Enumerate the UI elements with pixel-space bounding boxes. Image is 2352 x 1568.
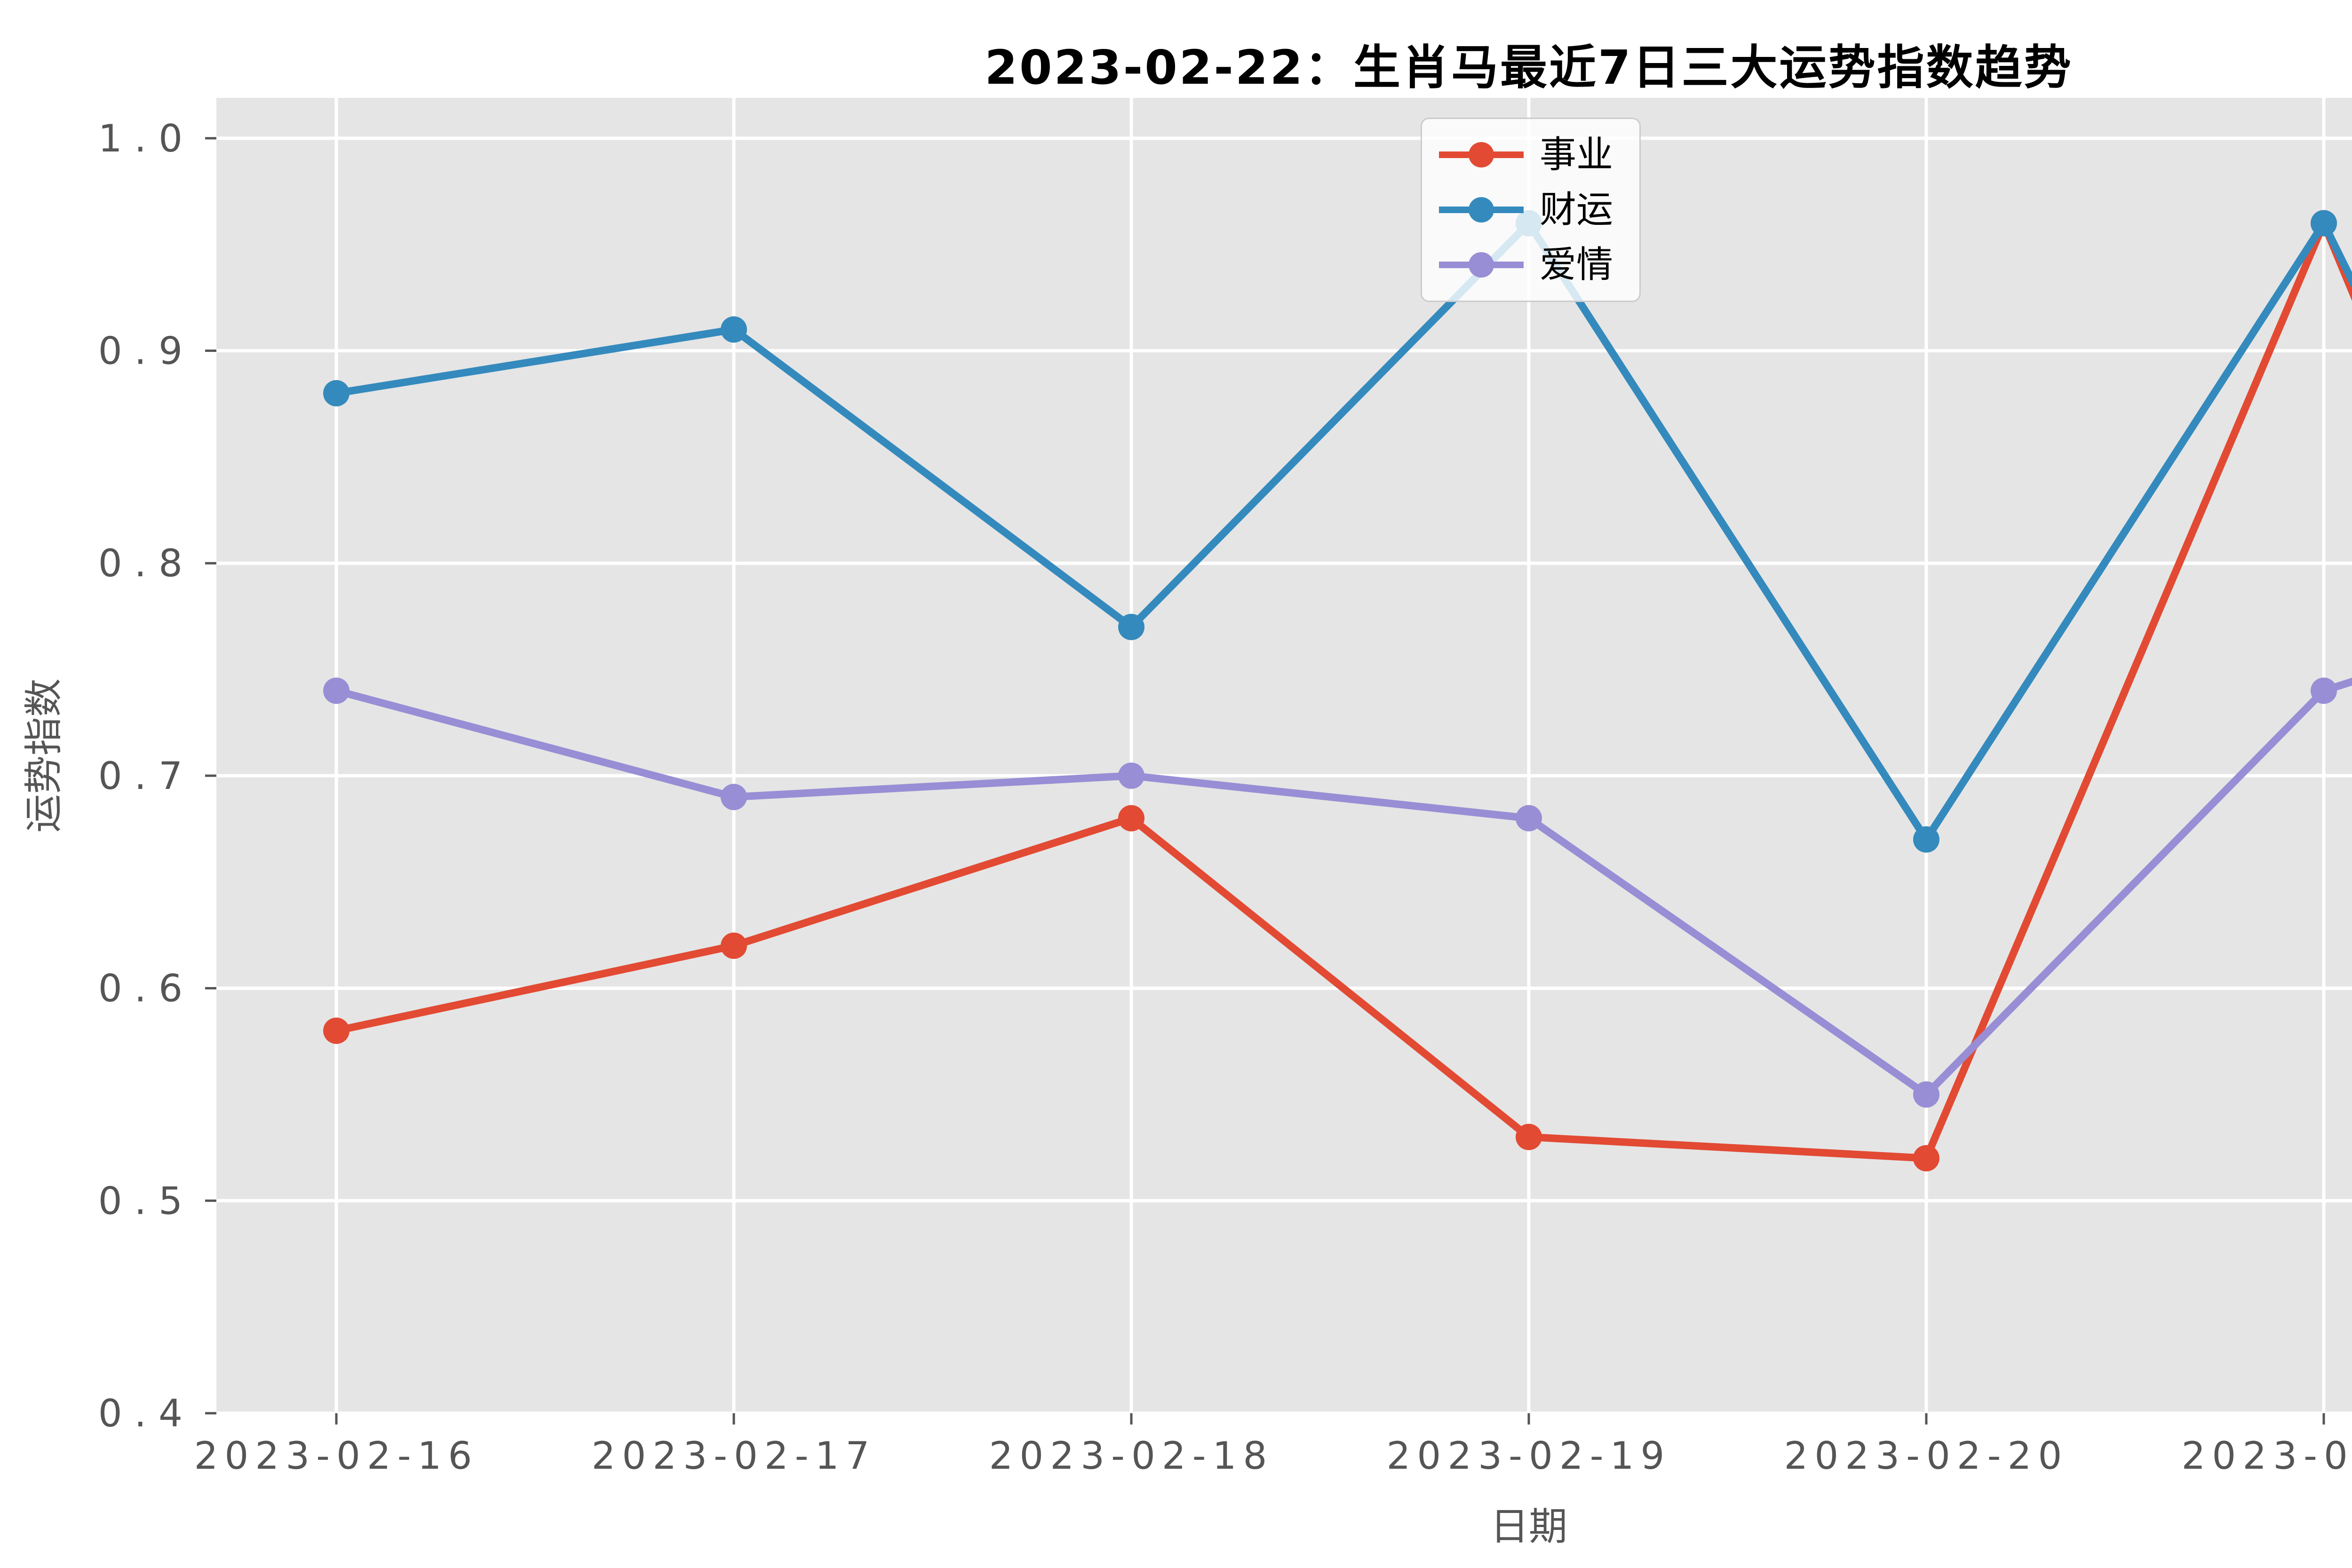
legend-item-wealth: 财运 <box>1439 183 1639 236</box>
series-point-love <box>1516 805 1542 832</box>
series-point-career <box>323 1017 350 1044</box>
series-point-career <box>1516 1123 1542 1150</box>
x-tick-label: 2023-02-20 <box>1784 1434 2069 1478</box>
legend-dot-career <box>1469 142 1494 168</box>
x-tick-label: 2023-02-19 <box>1387 1434 1671 1478</box>
legend-item-love: 爱情 <box>1439 239 1639 291</box>
legend-item-career: 事业 <box>1439 128 1639 181</box>
legend-label-love: 爱情 <box>1540 243 1613 286</box>
series-point-love <box>323 677 350 704</box>
x-tick-label: 2023-02-21 <box>2182 1434 2352 1478</box>
legend-marker-career <box>1439 142 1524 168</box>
y-tick-label: 1.0 <box>98 117 195 160</box>
y-tick-label: 0.8 <box>98 541 195 585</box>
y-tick-label: 0.9 <box>98 329 195 373</box>
series-point-wealth <box>323 380 350 406</box>
series-point-wealth <box>2311 210 2337 237</box>
legend-dot-wealth <box>1469 197 1494 223</box>
legend-marker-wealth <box>1439 197 1524 223</box>
y-tick-label: 0.7 <box>98 754 195 798</box>
series-point-wealth <box>1118 613 1144 640</box>
series-point-wealth <box>721 316 747 343</box>
series-point-love <box>721 784 747 811</box>
y-tick-label: 0.5 <box>98 1179 195 1223</box>
series-point-love <box>1913 1081 1939 1108</box>
series-point-career <box>1913 1145 1939 1171</box>
legend: 事业 财运 爱情 <box>1421 118 1641 302</box>
legend-label-wealth: 财运 <box>1540 188 1613 231</box>
x-tick-label: 2023-02-17 <box>592 1434 876 1478</box>
y-tick-label: 0.4 <box>98 1392 195 1435</box>
series-point-wealth <box>1913 826 1939 853</box>
plot-background <box>216 98 2352 1413</box>
x-tick-label: 2023-02-16 <box>194 1434 479 1478</box>
legend-label-career: 事业 <box>1540 134 1613 176</box>
x-axis-label: 日期 <box>1490 1504 1567 1549</box>
y-axis-label: 运势指数 <box>22 678 66 833</box>
legend-marker-love <box>1439 252 1524 278</box>
series-point-career <box>1118 805 1144 832</box>
series-point-love <box>2311 677 2337 704</box>
y-tick-label: 0.6 <box>98 967 195 1011</box>
chart-title: 2023-02-22：生肖马最近7日三大运势指数趋势 <box>985 40 2073 95</box>
x-tick-label: 2023-02-18 <box>989 1434 1274 1478</box>
series-point-career <box>721 932 747 959</box>
legend-dot-love <box>1469 252 1494 278</box>
series-point-love <box>1118 762 1144 789</box>
